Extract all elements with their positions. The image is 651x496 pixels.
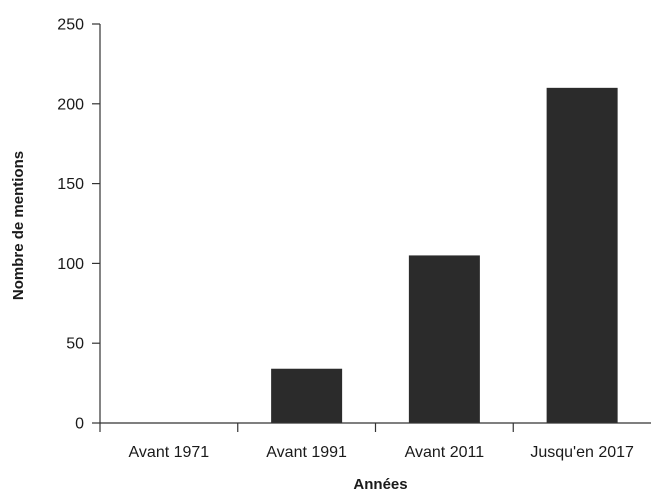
x-tick-label: Jusqu'en 2017 (530, 444, 634, 461)
x-axis-title: Années (353, 476, 407, 493)
y-tick-label: 150 (57, 176, 84, 193)
bar (271, 368, 343, 423)
x-axis-ticks: Avant 1971 Avant 1991 Avant 2011 Jusqu'en 2… (99, 423, 634, 461)
x-tick-label: Avant 2011 (405, 444, 485, 461)
x-tick-label: Avant 1991 (266, 444, 347, 461)
y-tick-label: 100 (57, 256, 84, 273)
bar (546, 87, 618, 423)
bar (408, 255, 480, 423)
y-tick-label: 0 (75, 416, 84, 433)
y-axis-title: Nombre de mentions (10, 151, 27, 300)
y-tick-label: 50 (66, 336, 84, 353)
y-tick-label: 250 (57, 17, 84, 34)
y-axis-ticks: 0 50 100 150 200 250 (57, 17, 100, 433)
bars (271, 87, 618, 423)
y-tick-label: 200 (57, 96, 84, 113)
x-tick-label: Avant 1971 (129, 444, 210, 461)
